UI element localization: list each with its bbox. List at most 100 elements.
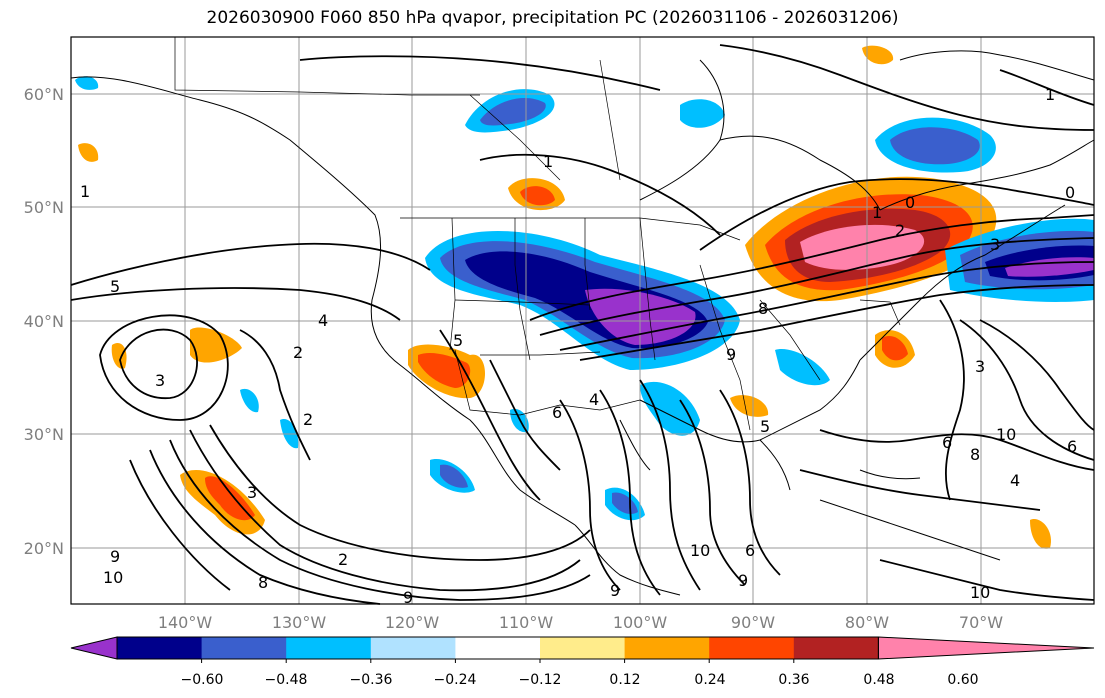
contour-label: 9 xyxy=(610,581,620,600)
contour-label: 3 xyxy=(247,483,257,502)
contour-label: 9 xyxy=(726,345,736,364)
negative-anomaly-region xyxy=(775,349,830,386)
lat-label: 50°N xyxy=(24,198,64,217)
colorbar-segment xyxy=(455,637,541,659)
positive-anomaly-region xyxy=(882,335,908,361)
contour-label: 0 xyxy=(905,193,915,212)
contour-label: 8 xyxy=(970,445,980,464)
contour-label: 2 xyxy=(895,221,905,240)
lon-label: 130°W xyxy=(272,613,327,632)
contour-labels: 5 4 2 3 2 3 2 8 10 9 9 1 1 0 1 2 3 8 9 5… xyxy=(80,85,1077,607)
chart-title: 2026030900 F060 850 hPa qvapor, precipit… xyxy=(206,8,899,28)
colorbar-segment xyxy=(624,637,710,659)
negative-anomaly-region xyxy=(890,127,980,165)
contour-label: 6 xyxy=(745,541,755,560)
coastlines xyxy=(70,50,1095,596)
colorbar-segment xyxy=(540,637,626,659)
lat-label: 20°N xyxy=(24,539,64,558)
contour-label: 10 xyxy=(970,583,990,602)
colorbar-segment xyxy=(201,637,287,659)
colorbar-segment xyxy=(370,637,456,659)
colorbar-frame xyxy=(116,636,879,660)
colorbar-tick-label: −0.36 xyxy=(350,672,393,688)
contour-label: 2 xyxy=(338,550,348,569)
colorbar-segment xyxy=(286,637,372,659)
colorbar-tick-label: −0.60 xyxy=(181,672,224,688)
contour-label: 5 xyxy=(453,331,463,350)
contour-label: 3 xyxy=(975,357,985,376)
colorbar-ticks: −0.60 −0.48 −0.36 −0.24 −0.12 0.12 0.24 … xyxy=(181,672,979,688)
map-frame xyxy=(70,36,1095,605)
contour-label: 2 xyxy=(293,343,303,362)
contour-label: 8 xyxy=(258,573,268,592)
positive-anomaly-region xyxy=(862,45,894,65)
colorbar-segment xyxy=(793,637,879,659)
political-boundaries xyxy=(174,37,901,431)
contour-label: 2 xyxy=(303,410,313,429)
positive-anomaly-region xyxy=(205,476,255,521)
lon-label: 70°W xyxy=(959,613,1003,632)
contour-label: 6 xyxy=(942,433,952,452)
lon-label: 140°W xyxy=(158,613,213,632)
lat-label: 60°N xyxy=(24,85,64,104)
contour-label: 8 xyxy=(758,299,768,318)
contour-label: 1 xyxy=(872,203,882,222)
contour-label: 3 xyxy=(990,235,1000,254)
contour-label: 3 xyxy=(155,371,165,390)
longitude-labels: 140°W 130°W 120°W 110°W 100°W 90°W 80°W … xyxy=(158,613,1003,632)
colorbar-segment xyxy=(117,637,203,659)
contour-label: 9 xyxy=(403,588,413,607)
contour-label: 4 xyxy=(318,311,328,330)
colorbar-segment xyxy=(709,637,795,659)
qvapor-contours xyxy=(70,44,1095,605)
negative-anomaly-region xyxy=(240,388,259,413)
contour-label: 4 xyxy=(589,390,599,409)
colorbar xyxy=(70,636,1095,663)
contour-label: 4 xyxy=(1010,471,1020,490)
lon-label: 120°W xyxy=(385,613,440,632)
contour-label: 5 xyxy=(110,277,120,296)
colorbar-extend-max xyxy=(877,636,1095,660)
lat-label: 40°N xyxy=(24,312,64,331)
colorbar-tick-label: −0.24 xyxy=(434,672,477,688)
lon-label: 110°W xyxy=(499,613,554,632)
negative-anomaly-region xyxy=(75,76,99,90)
contour-label: 10 xyxy=(690,541,710,560)
colorbar-tick-label: 0.36 xyxy=(778,672,809,688)
contour-label: 6 xyxy=(552,403,562,422)
colorbar-tick-label: −0.48 xyxy=(265,672,308,688)
lon-label: 90°W xyxy=(731,613,775,632)
latitude-labels: 60°N 50°N 40°N 30°N 20°N xyxy=(24,85,64,558)
contour-label: 6 xyxy=(1067,437,1077,456)
precip-shading xyxy=(75,45,1094,549)
lon-label: 100°W xyxy=(613,613,668,632)
contour-label: 1 xyxy=(543,152,553,171)
negative-anomaly-region xyxy=(612,492,638,514)
lat-label: 30°N xyxy=(24,425,64,444)
contour-label: 1 xyxy=(1045,85,1055,104)
positive-anomaly-region xyxy=(730,395,769,417)
contour-label: 0 xyxy=(1065,183,1075,202)
lon-label: 80°W xyxy=(845,613,889,632)
colorbar-tick-label: 0.60 xyxy=(947,672,978,688)
positive-anomaly-region xyxy=(418,352,471,388)
positive-anomaly-region xyxy=(1030,519,1051,549)
contour-label: 9 xyxy=(738,571,748,590)
contour-label: 10 xyxy=(996,425,1016,444)
contour-label: 5 xyxy=(760,417,770,436)
colorbar-tick-label: −0.12 xyxy=(519,672,562,688)
positive-anomaly-region xyxy=(111,342,127,369)
positive-anomaly-region xyxy=(520,186,555,206)
colorbar-tick-label: 0.48 xyxy=(863,672,894,688)
contour-label: 1 xyxy=(80,182,90,201)
positive-anomaly-region xyxy=(190,327,242,363)
negative-anomaly-region xyxy=(680,99,725,128)
contour-label: 9 xyxy=(110,547,120,566)
colorbar-tick-label: 0.24 xyxy=(694,672,725,688)
positive-anomaly-region xyxy=(78,143,99,162)
contour-label: 10 xyxy=(103,568,123,587)
negative-anomaly-region xyxy=(440,464,468,488)
colorbar-extend-min xyxy=(70,636,118,660)
colorbar-tick-label: 0.12 xyxy=(609,672,640,688)
